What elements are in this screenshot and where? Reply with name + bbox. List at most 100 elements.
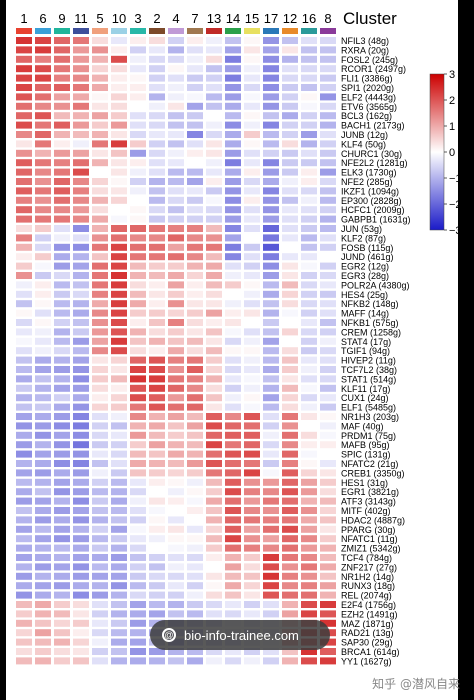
heatmap-cell <box>187 93 203 101</box>
heatmap-cell <box>206 394 222 402</box>
row-label: STAT4 (17g) <box>341 337 391 347</box>
heatmap-cell <box>244 413 260 420</box>
cluster-color-strip <box>168 28 184 34</box>
row-label: NR1H2 (14g) <box>341 572 394 582</box>
heatmap-cell <box>263 450 279 458</box>
row-label: E2F4 (1756g) <box>341 600 396 610</box>
heatmap-cell <box>206 234 222 242</box>
heatmap-cell <box>263 460 279 467</box>
heatmap-cell <box>16 65 32 73</box>
heatmap-cell <box>16 591 32 599</box>
heatmap-cell <box>54 629 70 637</box>
heatmap-cell <box>225 337 241 345</box>
heatmap-cell <box>16 554 32 561</box>
heatmap-cell <box>301 601 317 608</box>
heatmap-cell <box>149 149 165 157</box>
heatmap-cell <box>111 159 127 167</box>
heatmap-cell <box>16 225 32 232</box>
heatmap-cell <box>168 648 184 655</box>
column-label: 5 <box>96 11 103 26</box>
heatmap-cell <box>16 544 32 552</box>
heatmap-cell <box>244 337 260 345</box>
heatmap-cell <box>206 497 222 505</box>
figure-panel: 1 6 9 11 5 10 3 2 4 7 13 14 15 17 12 16 8 Cluster NFIL3 (4… <box>6 0 458 700</box>
heatmap-cell <box>35 469 51 477</box>
heatmap-cell <box>168 140 184 148</box>
heatmap-cell <box>263 610 279 618</box>
heatmap-cell <box>149 356 165 364</box>
heatmap-cell <box>206 140 222 148</box>
heatmap-cell <box>54 638 70 646</box>
heatmap-cell <box>111 431 127 439</box>
heatmap-cell <box>320 206 336 214</box>
heatmap-cell <box>16 178 32 185</box>
heatmap-cell <box>206 168 222 176</box>
heatmap-cell <box>187 394 203 402</box>
heatmap-cell <box>16 525 32 533</box>
column-label: 15 <box>245 11 259 26</box>
heatmap-cell <box>320 309 336 317</box>
heatmap-cell <box>130 572 146 580</box>
heatmap-cell <box>282 469 298 477</box>
heatmap-cell <box>225 112 241 120</box>
heatmap-cell <box>54 394 70 402</box>
heatmap-cell <box>263 74 279 82</box>
heatmap-cell <box>149 507 165 514</box>
heatmap-cell <box>130 84 146 91</box>
heatmap-cell <box>54 149 70 157</box>
heatmap-cell <box>244 168 260 176</box>
heatmap-cell <box>244 309 260 317</box>
heatmap-cell <box>206 657 222 665</box>
row-label: NFKB1 (575g) <box>341 318 399 328</box>
heatmap-cell <box>244 84 260 91</box>
heatmap-cell <box>187 37 203 44</box>
heatmap-cell <box>92 46 108 54</box>
row-label: RAD21 (13g) <box>341 628 394 638</box>
heatmap-cell <box>35 572 51 580</box>
heatmap-cell <box>187 554 203 561</box>
heatmap-cell <box>206 159 222 167</box>
heatmap-cell <box>244 159 260 167</box>
heatmap-cell <box>263 497 279 505</box>
heatmap-cell <box>320 168 336 176</box>
heatmap-cell <box>187 356 203 364</box>
heatmap-cell <box>130 450 146 458</box>
heatmap-cell <box>54 65 70 73</box>
heatmap-cell <box>149 300 165 308</box>
heatmap-cell <box>35 431 51 439</box>
heatmap-cell <box>130 619 146 627</box>
heatmap-cell <box>263 215 279 223</box>
heatmap-cell <box>16 84 32 91</box>
heatmap-cell <box>35 196 51 204</box>
heatmap-cell <box>282 121 298 129</box>
heatmap-cell <box>320 582 336 590</box>
heatmap-cell <box>54 37 70 44</box>
heatmap-cell <box>73 601 89 608</box>
heatmap-cell <box>149 601 165 608</box>
heatmap-cell <box>54 582 70 590</box>
heatmap-cell <box>282 272 298 279</box>
heatmap-cell <box>54 507 70 514</box>
heatmap-cell <box>301 422 317 430</box>
heatmap-cell <box>35 450 51 458</box>
colorbar-tick-label: 3 <box>449 69 455 81</box>
column-label: 8 <box>324 11 331 26</box>
heatmap-cell <box>149 488 165 496</box>
heatmap-cell <box>225 460 241 467</box>
heatmap-cell <box>282 554 298 561</box>
heatmap-cell <box>244 65 260 73</box>
column-label: 4 <box>172 11 179 26</box>
heatmap-cell <box>168 441 184 449</box>
row-label: HES4 (25g) <box>341 290 388 300</box>
heatmap-cell <box>301 488 317 496</box>
column-label: 14 <box>226 11 240 26</box>
heatmap-cell <box>206 253 222 261</box>
heatmap-cell <box>244 74 260 82</box>
heatmap-cell <box>54 478 70 486</box>
heatmap-cell <box>149 102 165 110</box>
heatmap-cell <box>92 234 108 242</box>
heatmap-cell <box>187 131 203 138</box>
heatmap-cell <box>244 450 260 458</box>
heatmap-cell <box>111 648 127 655</box>
heatmap-cell <box>301 262 317 270</box>
